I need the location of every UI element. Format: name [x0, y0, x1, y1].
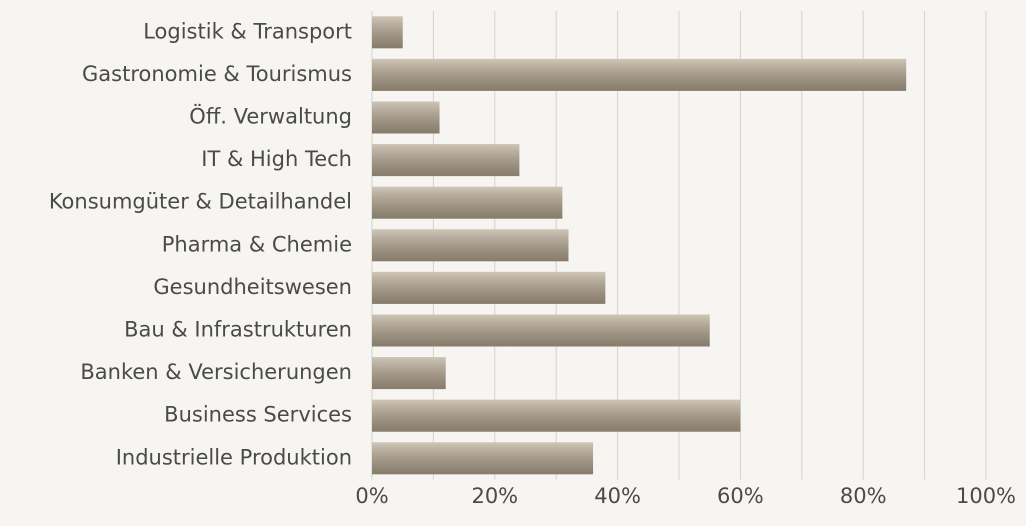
bar-shade: [372, 186, 563, 219]
bar-shade: [372, 442, 594, 475]
y-tick-label: Konsumgüter & Detailhandel: [49, 190, 352, 214]
bar-shade: [372, 229, 569, 262]
bar-shade: [372, 101, 440, 134]
x-tick-label: 40%: [594, 484, 641, 508]
y-tick-label: Business Services: [164, 403, 352, 427]
y-tick-label: Gesundheitswesen: [153, 275, 352, 299]
x-tick-label: 0%: [355, 484, 388, 508]
bar-shade: [372, 16, 403, 49]
y-tick-label: Pharma & Chemie: [162, 232, 352, 256]
bar-shade: [372, 399, 741, 432]
y-tick-label: Öff. Verwaltung: [189, 104, 352, 129]
y-tick-label: Banken & Versicherungen: [80, 360, 352, 384]
y-tick-label: IT & High Tech: [201, 147, 352, 171]
y-tick-label: Industrielle Produktion: [116, 445, 352, 469]
x-tick-label: 60%: [717, 484, 764, 508]
y-tick-label: Logistik & Transport: [143, 19, 352, 43]
bar-shade: [372, 58, 907, 91]
y-tick-label: Bau & Infrastrukturen: [124, 318, 352, 342]
y-tick-label: Gastronomie & Tourismus: [82, 62, 352, 86]
x-tick-label: 100%: [956, 484, 1016, 508]
x-tick-label: 80%: [840, 484, 887, 508]
bar-shade: [372, 144, 520, 177]
bar-shade: [372, 357, 446, 390]
bar-shade: [372, 314, 710, 347]
x-tick-label: 20%: [471, 484, 518, 508]
bar-shade: [372, 271, 606, 304]
